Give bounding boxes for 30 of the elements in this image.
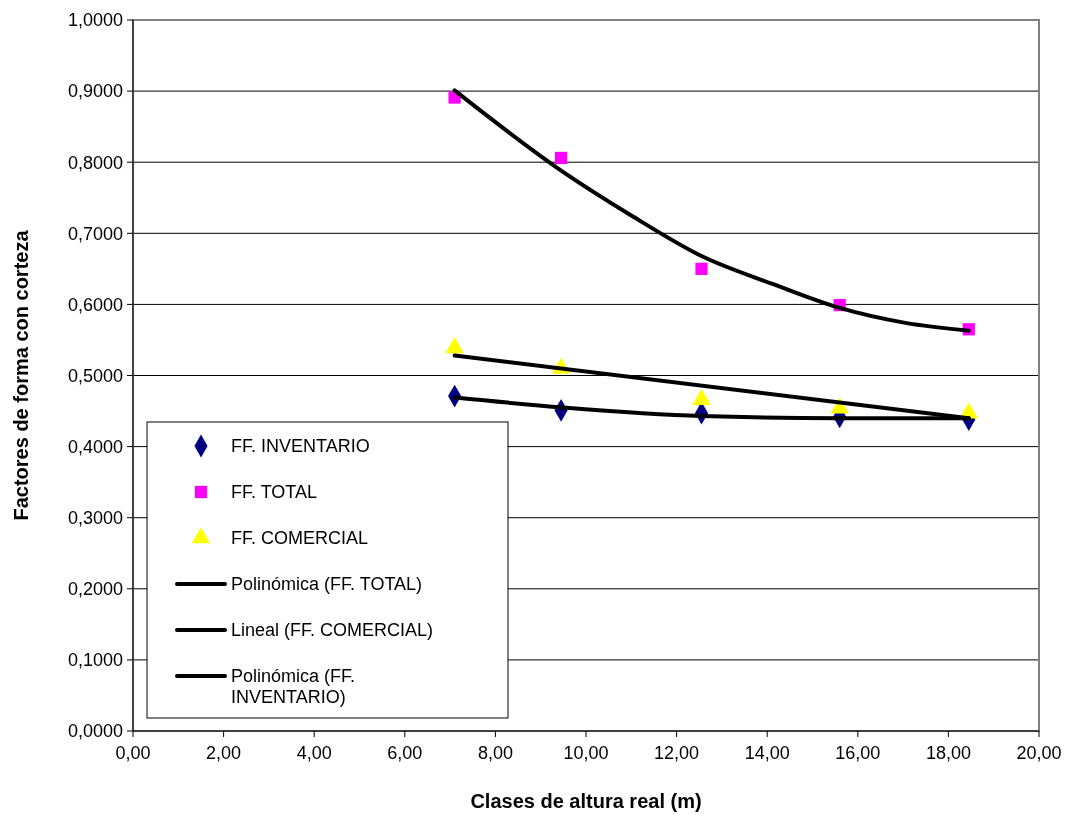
x-tick-label: 18,00 [925, 743, 971, 763]
x-axis-title: Clases de altura real (m) [470, 790, 702, 812]
legend-label: FF. INVENTARIO [231, 436, 370, 457]
x-tick-label: 16,00 [835, 743, 881, 763]
legend-label: FF. COMERCIAL [231, 528, 369, 549]
y-tick-label: 0,3000 [67, 508, 123, 528]
x-tick-label: 8,00 [477, 743, 513, 763]
legend-label: Polinómica (FF. INVENTARIO) [231, 666, 356, 707]
legend-label: Lineal (FF. COMERCIAL) [231, 620, 434, 641]
y-tick-label: 0,2000 [67, 579, 123, 600]
legend-label: Polinómica (FF. TOTAL) [231, 574, 423, 595]
x-tick-label: 14,00 [744, 743, 790, 763]
x-tick-label: 12,00 [654, 743, 700, 763]
x-tick-label: 2,00 [206, 743, 242, 763]
y-tick-label: 0,8000 [67, 152, 123, 173]
y-tick-label: 0,1000 [67, 650, 123, 671]
y-axis-title: Factores de forma con corteza [10, 229, 32, 521]
y-tick-label: 0,0000 [67, 721, 123, 742]
y-tick-label: 0,4000 [67, 436, 123, 457]
x-tick-label: 4,00 [296, 743, 332, 763]
x-tick-label: 6,00 [387, 743, 423, 763]
x-tick-label: 10,00 [563, 743, 609, 763]
y-tick-label: 0,6000 [67, 294, 123, 315]
y-tick-label: 0,7000 [67, 223, 123, 244]
x-tick-label: 20,00 [1016, 743, 1062, 763]
legend-label: FF. TOTAL [231, 482, 318, 503]
x-tick-label: 0,00 [115, 743, 151, 763]
y-tick-label: 1,0000 [67, 10, 123, 31]
y-tick-label: 0,9000 [67, 81, 123, 102]
y-tick-label: 0,5000 [67, 365, 123, 386]
